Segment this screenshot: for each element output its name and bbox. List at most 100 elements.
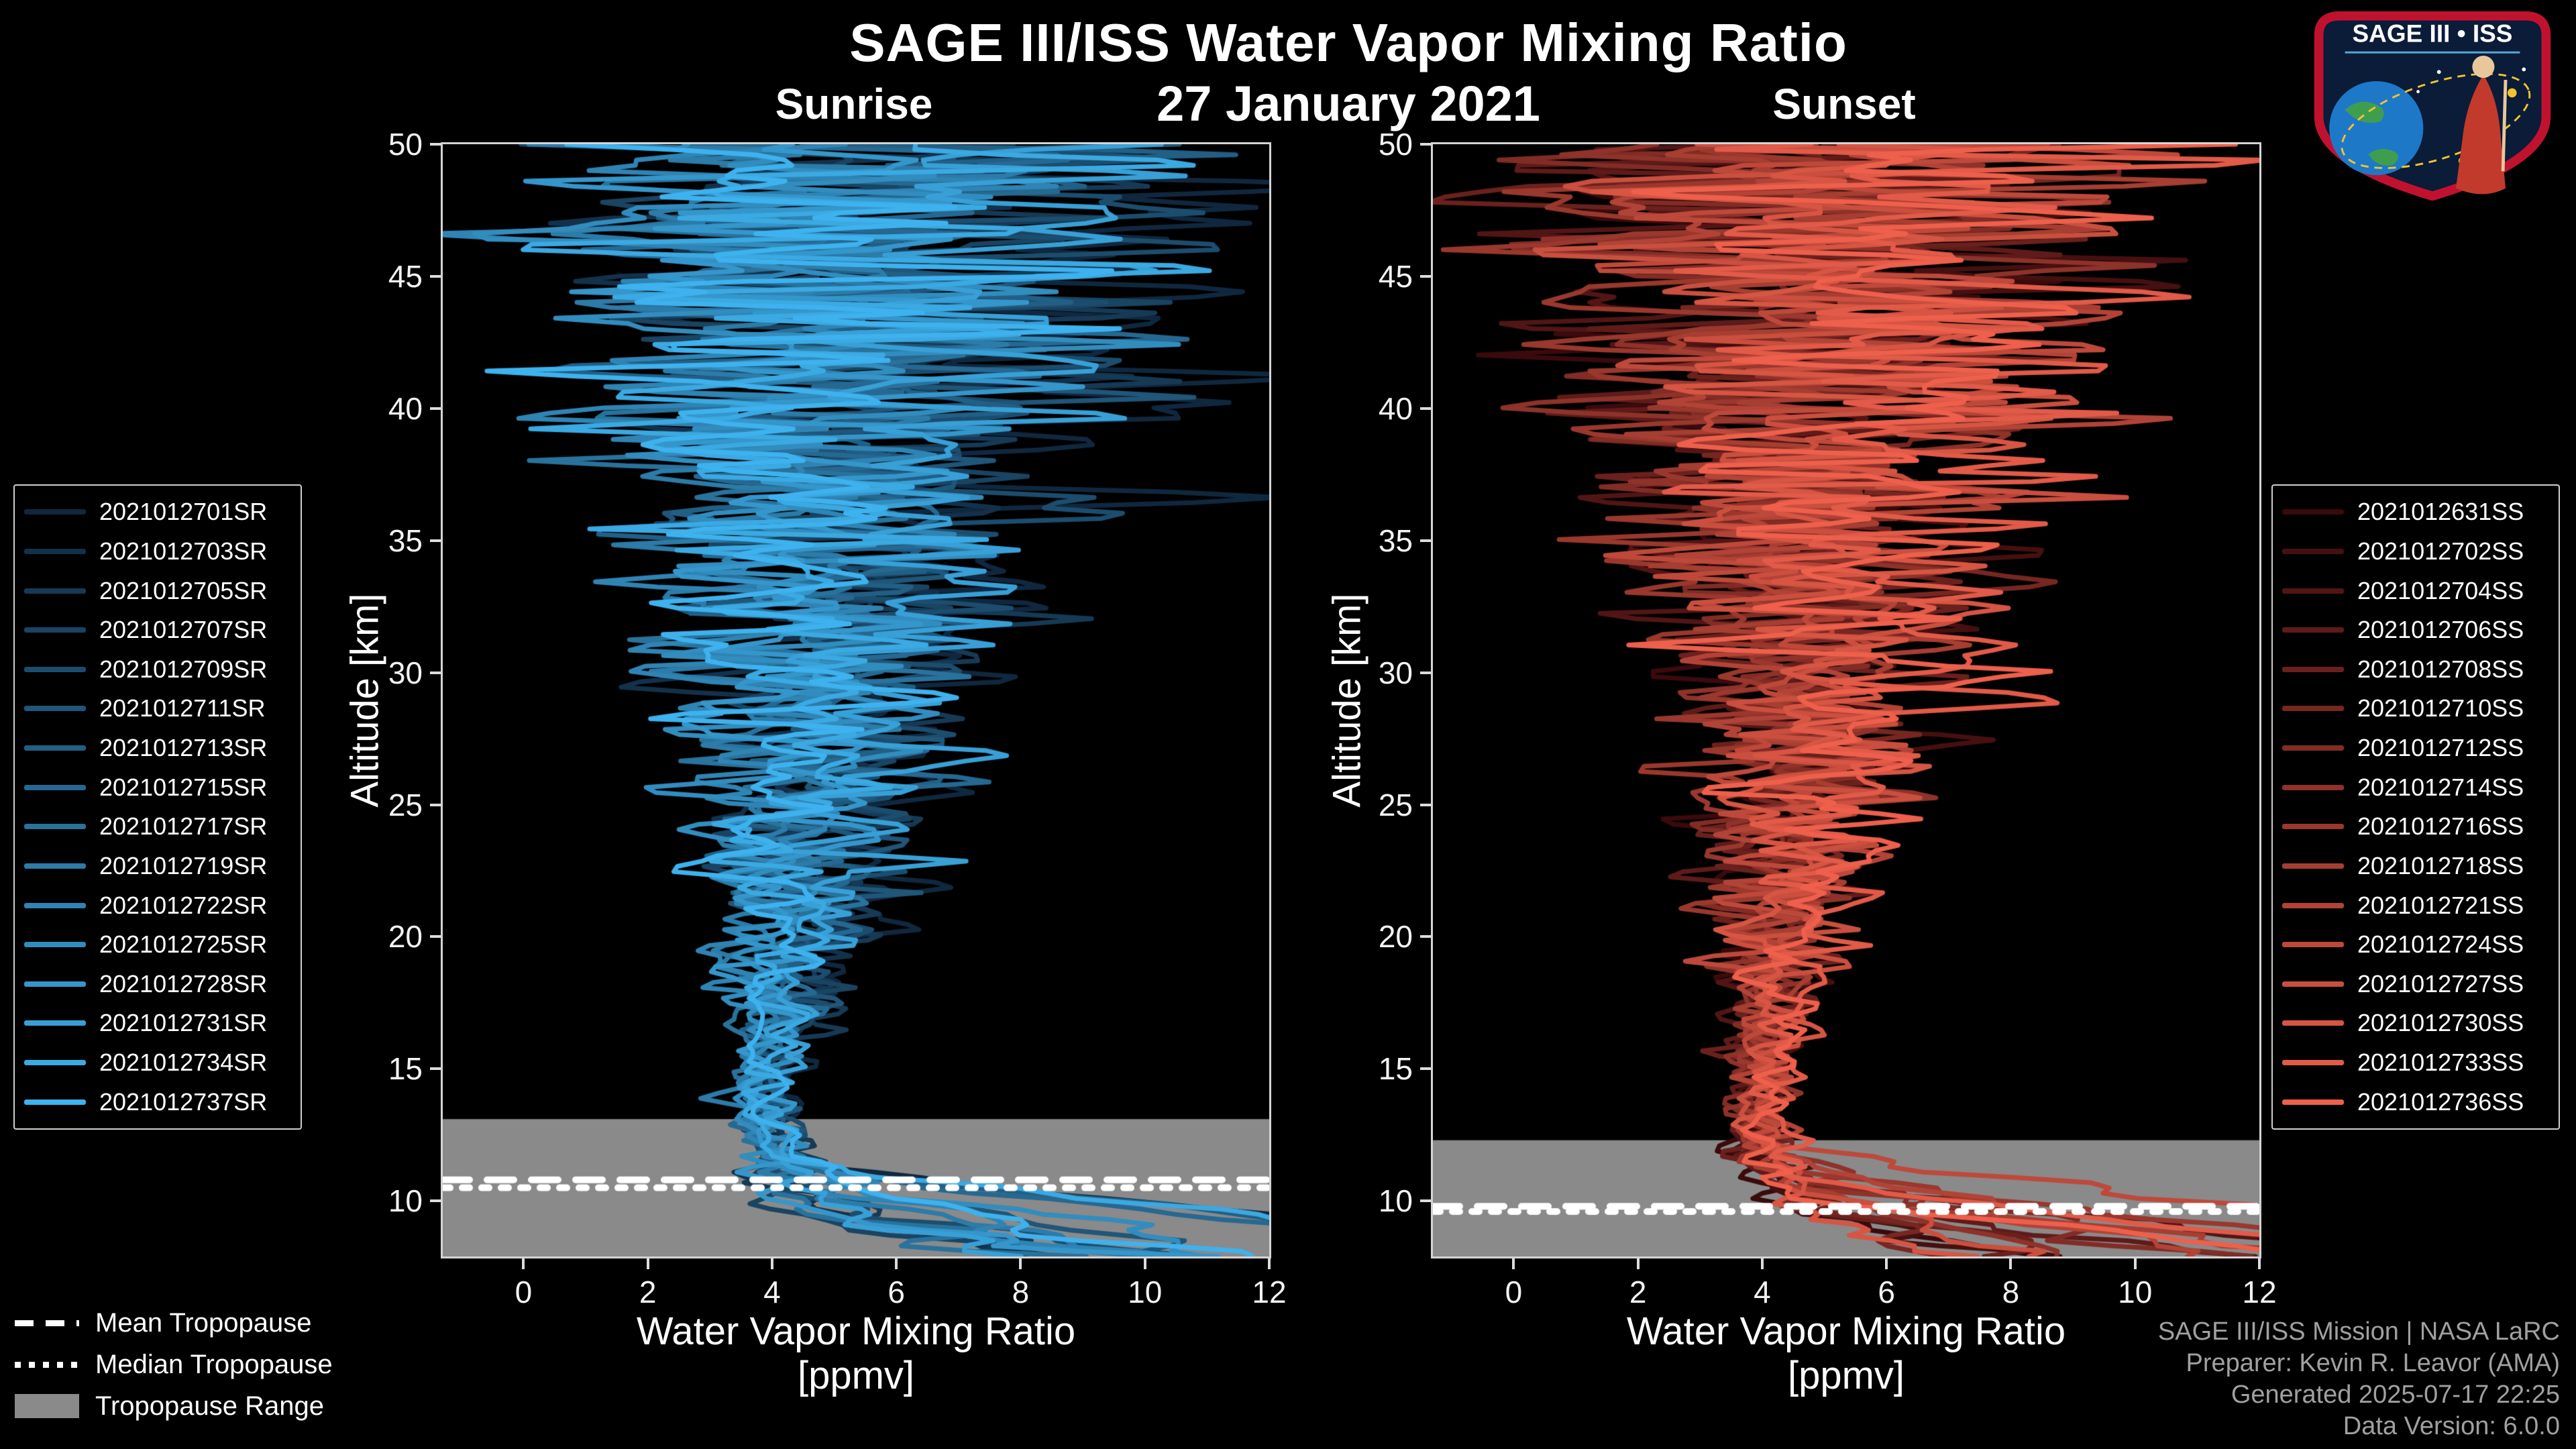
legend-item-label: 2021012710SS xyxy=(2357,694,2524,722)
legend-item-label: 2021012714SS xyxy=(2357,773,2524,801)
x-tick-mark xyxy=(1760,1258,1764,1269)
mission-credit: SAGE III/ISS Mission | NASA LaRC xyxy=(2157,1318,2560,1346)
y-tick-label: 20 xyxy=(1378,919,1413,955)
legend-color-swatch xyxy=(2282,1099,2344,1105)
legend-item: 2021012733SS xyxy=(2282,1049,2549,1077)
median-tropopause-legend-item: Median Tropopause xyxy=(15,1348,333,1381)
y-tick-label: 25 xyxy=(1378,787,1413,822)
y-tick-label: 50 xyxy=(388,127,423,162)
tropopause-legend: Mean Tropopause Median Tropopause Tropop… xyxy=(15,1307,333,1422)
x-axis-label-sunset: Water Vapor Mixing Ratio [ppmv] xyxy=(1431,1309,2261,1398)
y-tick-label: 30 xyxy=(388,655,423,690)
y-tick-label: 15 xyxy=(388,1051,423,1087)
legend-item-label: 2021012708SS xyxy=(2357,655,2524,683)
x-tick-mark xyxy=(2258,1258,2261,1269)
x-tick-label: 12 xyxy=(1252,1275,1287,1309)
legend-item: 2021012727SS xyxy=(2282,970,2549,998)
legend-item-label: 2021012709SR xyxy=(99,655,268,683)
x-tick-mark xyxy=(1143,1258,1146,1269)
y-tick-mark xyxy=(430,1199,441,1203)
sunset-plot: 0 2 4 6 8 10 12 10 15 20 25 30 35 40 45 50 xyxy=(1379,127,2277,1309)
legend-color-swatch xyxy=(24,1020,86,1026)
y-tick-label: 40 xyxy=(388,390,423,426)
legend-item-label: 2021012705SR xyxy=(99,576,268,604)
x-tick-label: 4 xyxy=(1754,1275,1771,1309)
median-tropopause-label: Median Tropopause xyxy=(95,1349,333,1379)
mean-tropopause-legend-item: Mean Tropopause xyxy=(15,1307,333,1339)
y-tick-mark xyxy=(1420,539,1431,542)
y-tick-label: 40 xyxy=(1378,390,1413,426)
x-tick-label: 2 xyxy=(1629,1275,1647,1309)
legend-item: 2021012714SS xyxy=(2282,773,2549,802)
legend-item: 2021012725SR xyxy=(24,930,291,959)
x-tick-mark xyxy=(2009,1258,2012,1269)
legend-item-label: 2021012704SS xyxy=(2357,576,2524,604)
logo-star xyxy=(2436,70,2441,74)
sunrise-legend: 2021012701SR 2021012703SR 2021012705SR 2021… xyxy=(13,484,302,1130)
legend-item-label: 2021012719SR xyxy=(99,851,268,879)
logo-staff xyxy=(2501,79,2508,172)
legend-item-label: 2021012724SS xyxy=(2357,930,2524,959)
legend-item: 2021012724SS xyxy=(2282,930,2549,959)
logo-star xyxy=(2522,67,2526,72)
y-tick-mark xyxy=(1420,803,1431,806)
x-tick-mark xyxy=(1885,1258,1888,1269)
preparer-credit: Preparer: Kevin R. Leavor (AMA) xyxy=(2186,1349,2560,1377)
legend-item: 2021012734SR xyxy=(24,1049,291,1077)
y-tick-label: 35 xyxy=(388,523,423,558)
legend-color-swatch xyxy=(2282,745,2344,751)
y-tick-mark xyxy=(1420,407,1431,410)
legend-item: 2021012706SS xyxy=(2282,616,2549,644)
y-tick-label: 50 xyxy=(1378,127,1413,162)
x-axis-label-units: [ppmv] xyxy=(797,1354,915,1397)
dotted-line-swatch xyxy=(15,1361,79,1368)
legend-item-label: 2021012706SS xyxy=(2357,616,2524,644)
legend-item: 2021012702SS xyxy=(2282,537,2549,566)
legend-item-label: 2021012728SR xyxy=(99,969,268,998)
legend-color-swatch xyxy=(2282,902,2344,908)
legend-color-swatch xyxy=(24,588,86,594)
legend-color-swatch xyxy=(24,706,86,712)
legend-item: 2021012701SR xyxy=(24,498,291,526)
y-tick-mark xyxy=(430,803,441,806)
y-tick-mark xyxy=(430,539,441,542)
y-tick-mark xyxy=(1420,671,1431,674)
y-tick-mark xyxy=(430,671,441,674)
legend-item: 2021012631SS xyxy=(2282,498,2549,526)
y-tick-mark xyxy=(1420,274,1431,278)
y-tick-mark xyxy=(1420,1199,1431,1203)
legend-color-swatch xyxy=(2282,942,2344,948)
legend-color-swatch xyxy=(24,627,86,633)
legend-item-label: 2021012711SR xyxy=(99,694,266,722)
legend-color-swatch xyxy=(2282,509,2344,515)
y-tick-label: 15 xyxy=(1378,1051,1413,1087)
panel-label-sunrise: Sunrise xyxy=(775,80,933,128)
legend-item-label: 2021012701SR xyxy=(99,498,268,526)
legend-color-swatch xyxy=(24,981,86,987)
x-axis-label-sunrise: Water Vapor Mixing Ratio [ppmv] xyxy=(441,1309,1271,1398)
gray-band-swatch xyxy=(15,1394,79,1418)
panel-label-sunset: Sunset xyxy=(1772,80,1916,128)
legend-color-swatch xyxy=(2282,588,2344,594)
legend-item: 2021012710SS xyxy=(2282,694,2549,722)
logo-continent xyxy=(2368,149,2398,166)
sage-iss-mission-logo: SAGE III • ISS xyxy=(2314,11,2551,201)
legend-item-label: 2021012725SR xyxy=(99,930,268,959)
y-tick-label: 45 xyxy=(1378,258,1413,294)
legend-item-label: 2021012631SS xyxy=(2357,498,2524,526)
x-tick-label: 8 xyxy=(2002,1275,2020,1309)
logo-title: SAGE III • ISS xyxy=(2353,20,2513,48)
y-tick-mark xyxy=(430,1067,441,1071)
legend-item-label: 2021012730SS xyxy=(2357,1009,2524,1037)
legend-item-label: 2021012734SR xyxy=(99,1049,268,1077)
legend-color-swatch xyxy=(2282,666,2344,672)
x-tick-label: 10 xyxy=(2118,1275,2153,1309)
dashed-line-swatch xyxy=(15,1320,79,1326)
x-tick-label: 10 xyxy=(1128,1275,1163,1309)
y-tick-mark xyxy=(430,143,441,146)
legend-color-swatch xyxy=(24,942,86,948)
legend-item: 2021012704SS xyxy=(2282,577,2549,605)
legend-color-swatch xyxy=(24,745,86,751)
legend-item: 2021012717SR xyxy=(24,812,291,841)
mean-tropopause-label: Mean Tropopause xyxy=(95,1307,312,1338)
